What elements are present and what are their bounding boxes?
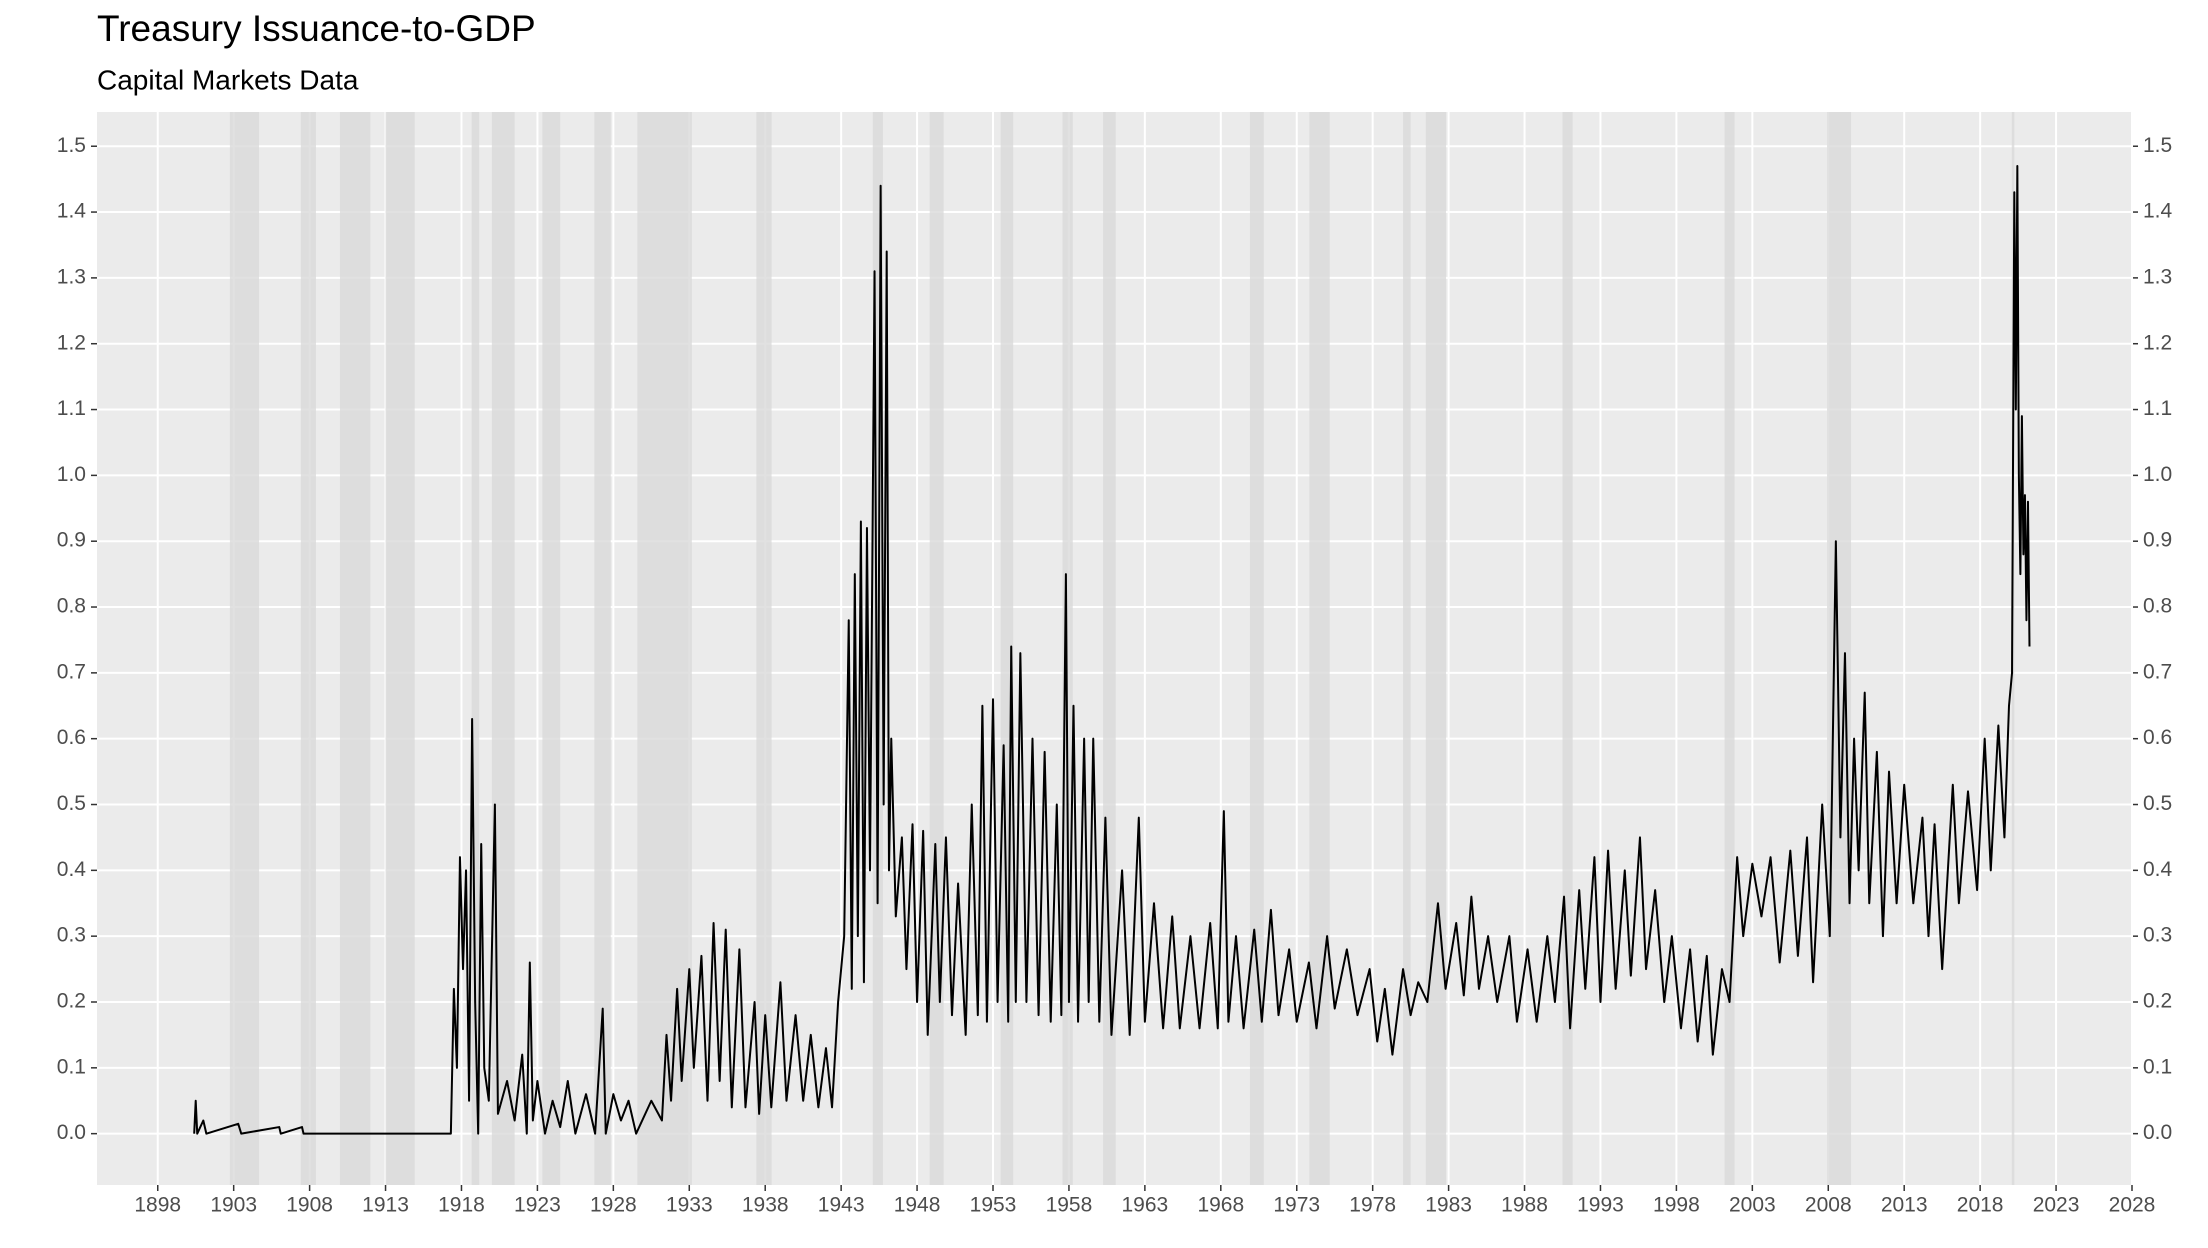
y2-tick-label: 1.4 (2143, 200, 2173, 223)
x-tick-label: 1988 (1501, 1194, 1548, 1217)
y2-tick-label: 0.0 (2143, 1121, 2172, 1144)
x-tick-label: 1953 (970, 1194, 1017, 1217)
shaded-period (491, 112, 515, 1185)
shaded-period (339, 112, 371, 1185)
y-tick-label: 0.4 (57, 858, 87, 881)
x-tick-label: 1993 (1577, 1194, 1624, 1217)
y2-tick-label: 0.5 (2143, 792, 2172, 815)
y2-tick-label: 0.1 (2143, 1055, 2172, 1078)
shaded-period (542, 112, 561, 1185)
x-tick-label: 2008 (1805, 1194, 1852, 1217)
x-tick-label: 1998 (1653, 1194, 1700, 1217)
y-tick-label: 0.8 (57, 595, 86, 618)
shaded-period (229, 112, 260, 1185)
y2-tick-label: 1.3 (2143, 265, 2172, 288)
y-tick-label: 1.4 (57, 200, 87, 223)
y2-tick-label: 0.2 (2143, 990, 2172, 1013)
y2-tick-label: 0.8 (2143, 595, 2172, 618)
shaded-period (594, 112, 611, 1185)
y2-tick-label: 0.6 (2143, 726, 2172, 749)
shaded-period (1062, 112, 1073, 1185)
shaded-period (756, 112, 772, 1185)
x-tick-label: 1908 (286, 1194, 333, 1217)
y-tick-label: 0.2 (57, 990, 86, 1013)
y2-tick-label: 1.0 (2143, 463, 2172, 486)
shaded-period (1827, 112, 1852, 1185)
x-tick-label: 1968 (1197, 1194, 1244, 1217)
chart-title: Treasury Issuance-to-GDP (97, 8, 536, 49)
x-tick-label: 1898 (134, 1194, 181, 1217)
x-tick-label: 1973 (1273, 1194, 1320, 1217)
x-tick-label: 1938 (742, 1194, 789, 1217)
x-tick-label: 1963 (1122, 1194, 1169, 1217)
x-tick-label: 2018 (1957, 1194, 2004, 1217)
y2-tick-label: 0.4 (2143, 858, 2173, 881)
y-tick-label: 0.0 (57, 1121, 86, 1144)
shaded-period (637, 112, 692, 1185)
y-tick-label: 1.0 (57, 463, 86, 486)
x-tick-label: 1928 (590, 1194, 637, 1217)
x-tick-label: 1958 (1046, 1194, 1093, 1217)
y2-tick-label: 0.9 (2143, 529, 2172, 552)
x-tick-label: 2028 (2109, 1194, 2156, 1217)
y-tick-label: 0.5 (57, 792, 86, 815)
shaded-period (1562, 112, 1573, 1185)
shaded-period (1309, 112, 1330, 1185)
y-tick-label: 0.6 (57, 726, 86, 749)
x-tick-label: 1923 (514, 1194, 561, 1217)
shaded-period (1425, 112, 1447, 1185)
x-tick-label: 1948 (894, 1194, 941, 1217)
y2-tick-label: 1.2 (2143, 331, 2172, 354)
data-line (193, 164, 2031, 1135)
x-tick-label: 2013 (1881, 1194, 1928, 1217)
y2-tick-label: 0.7 (2143, 660, 2172, 683)
y2-tick-label: 1.5 (2143, 134, 2172, 157)
shaded-period (471, 112, 480, 1185)
shaded-period (385, 112, 415, 1185)
x-tick-label: 1943 (818, 1194, 865, 1217)
x-tick-label: 1933 (666, 1194, 713, 1217)
y-tick-label: 1.2 (57, 331, 86, 354)
x-tick-label: 2023 (2033, 1194, 2080, 1217)
shaded-period (1403, 112, 1411, 1185)
shaded-period (1103, 112, 1116, 1185)
y-tick-label: 1.3 (57, 265, 86, 288)
y-tick-label: 0.1 (57, 1055, 86, 1078)
x-tick-label: 1978 (1349, 1194, 1396, 1217)
x-tick-label: 1918 (438, 1194, 485, 1217)
chart-subtitle: Capital Markets Data (97, 64, 359, 95)
y-tick-label: 0.3 (57, 924, 86, 947)
y-tick-label: 1.5 (57, 134, 86, 157)
shaded-period (1000, 112, 1014, 1185)
y-tick-label: 0.7 (57, 660, 86, 683)
shaded-period (300, 112, 316, 1185)
shaded-period (1724, 112, 1735, 1185)
y2-tick-label: 0.3 (2143, 924, 2172, 947)
x-tick-label: 2003 (1729, 1194, 1776, 1217)
x-tick-label: 1903 (210, 1194, 257, 1217)
x-tick-label: 1983 (1425, 1194, 1472, 1217)
y-tick-label: 1.1 (57, 397, 86, 420)
x-tick-label: 1913 (362, 1194, 409, 1217)
y2-tick-label: 1.1 (2143, 397, 2172, 420)
shaded-period (929, 112, 944, 1185)
y-tick-label: 0.9 (57, 529, 86, 552)
shaded-period (1249, 112, 1264, 1185)
